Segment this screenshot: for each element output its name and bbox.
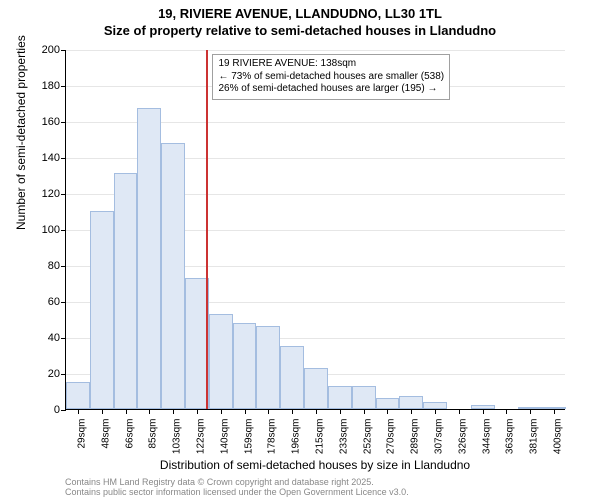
y-axis-label: Number of semi-detached properties: [14, 35, 28, 230]
x-tick-mark: [316, 409, 317, 414]
chart-area: 02040608010012014016018020029sqm48sqm66s…: [65, 50, 565, 410]
y-tick-mark: [61, 86, 66, 87]
histogram-bar: [399, 396, 423, 409]
x-tick-mark: [173, 409, 174, 414]
x-tick-label: 140sqm: [219, 419, 230, 455]
x-tick-label: 307sqm: [434, 419, 445, 455]
histogram-bar: [256, 326, 280, 409]
y-tick-mark: [61, 302, 66, 303]
y-tick-label: 40: [48, 332, 60, 344]
chart-container: 19, RIVIERE AVENUE, LLANDUDNO, LL30 1TL …: [0, 0, 600, 500]
x-tick-mark: [102, 409, 103, 414]
y-tick-mark: [61, 374, 66, 375]
x-tick-mark: [435, 409, 436, 414]
histogram-bar: [328, 386, 352, 409]
x-tick-label: 122sqm: [195, 419, 206, 455]
x-tick-label: 178sqm: [267, 419, 278, 455]
annotation-line1: 19 RIVIERE AVENUE: 138sqm: [218, 58, 444, 71]
x-tick-label: 400sqm: [553, 419, 564, 455]
y-tick-label: 0: [54, 404, 60, 416]
x-tick-mark: [245, 409, 246, 414]
x-tick-label: 233sqm: [338, 419, 349, 455]
histogram-bar: [90, 211, 114, 409]
x-tick-label: 270sqm: [386, 419, 397, 455]
histogram-bar: [114, 173, 138, 409]
y-tick-label: 60: [48, 296, 60, 308]
footnote: Contains HM Land Registry data © Crown c…: [65, 478, 409, 498]
histogram-bar: [352, 386, 376, 409]
x-tick-mark: [387, 409, 388, 414]
y-tick-mark: [61, 50, 66, 51]
x-tick-mark: [483, 409, 484, 414]
histogram-bar: [304, 368, 328, 409]
x-tick-label: 159sqm: [243, 419, 254, 455]
x-tick-mark: [506, 409, 507, 414]
y-tick-mark: [61, 158, 66, 159]
histogram-bar: [66, 382, 90, 409]
y-tick-label: 160: [42, 116, 60, 128]
x-tick-mark: [459, 409, 460, 414]
histogram-bar: [185, 278, 209, 409]
x-tick-label: 344sqm: [481, 419, 492, 455]
x-tick-label: 48sqm: [100, 419, 111, 449]
x-tick-mark: [340, 409, 341, 414]
y-tick-mark: [61, 410, 66, 411]
x-tick-mark: [221, 409, 222, 414]
y-tick-label: 140: [42, 152, 60, 164]
x-tick-label: 381sqm: [529, 419, 540, 455]
footnote-line2: Contains public sector information licen…: [65, 488, 409, 498]
x-tick-mark: [126, 409, 127, 414]
x-tick-label: 326sqm: [457, 419, 468, 455]
y-tick-mark: [61, 338, 66, 339]
x-tick-label: 103sqm: [172, 419, 183, 455]
x-tick-label: 252sqm: [362, 419, 373, 455]
y-tick-label: 120: [42, 188, 60, 200]
y-tick-mark: [61, 230, 66, 231]
histogram-bar: [137, 108, 161, 409]
x-tick-mark: [530, 409, 531, 414]
y-tick-label: 80: [48, 260, 60, 272]
x-tick-mark: [411, 409, 412, 414]
x-tick-mark: [554, 409, 555, 414]
annotation-box: 19 RIVIERE AVENUE: 138sqm← 73% of semi-d…: [212, 54, 450, 100]
y-tick-label: 100: [42, 224, 60, 236]
x-tick-label: 85sqm: [148, 419, 159, 449]
histogram-bar: [376, 398, 400, 409]
y-tick-label: 180: [42, 80, 60, 92]
x-tick-mark: [197, 409, 198, 414]
histogram-bar: [423, 402, 447, 409]
x-tick-mark: [292, 409, 293, 414]
y-tick-mark: [61, 194, 66, 195]
y-tick-label: 20: [48, 368, 60, 380]
x-tick-label: 289sqm: [410, 419, 421, 455]
annotation-line2: ← 73% of semi-detached houses are smalle…: [218, 71, 444, 84]
histogram-bar: [209, 314, 233, 409]
y-tick-mark: [61, 122, 66, 123]
x-tick-label: 215sqm: [315, 419, 326, 455]
histogram-bar: [161, 143, 185, 409]
histogram-bar: [233, 323, 257, 409]
x-axis-label: Distribution of semi-detached houses by …: [65, 458, 565, 472]
property-marker-line: [206, 50, 208, 409]
x-tick-label: 363sqm: [505, 419, 516, 455]
x-tick-mark: [268, 409, 269, 414]
plot-region: 02040608010012014016018020029sqm48sqm66s…: [65, 50, 565, 410]
annotation-line3: 26% of semi-detached houses are larger (…: [218, 83, 444, 96]
x-tick-label: 29sqm: [76, 419, 87, 449]
x-tick-mark: [78, 409, 79, 414]
x-tick-mark: [364, 409, 365, 414]
chart-title-line2: Size of property relative to semi-detach…: [0, 21, 600, 38]
x-tick-label: 196sqm: [291, 419, 302, 455]
x-tick-mark: [149, 409, 150, 414]
gridline: [66, 50, 565, 51]
histogram-bar: [280, 346, 304, 409]
chart-title-line1: 19, RIVIERE AVENUE, LLANDUDNO, LL30 1TL: [0, 0, 600, 21]
y-tick-label: 200: [42, 44, 60, 56]
y-tick-mark: [61, 266, 66, 267]
x-tick-label: 66sqm: [124, 419, 135, 449]
